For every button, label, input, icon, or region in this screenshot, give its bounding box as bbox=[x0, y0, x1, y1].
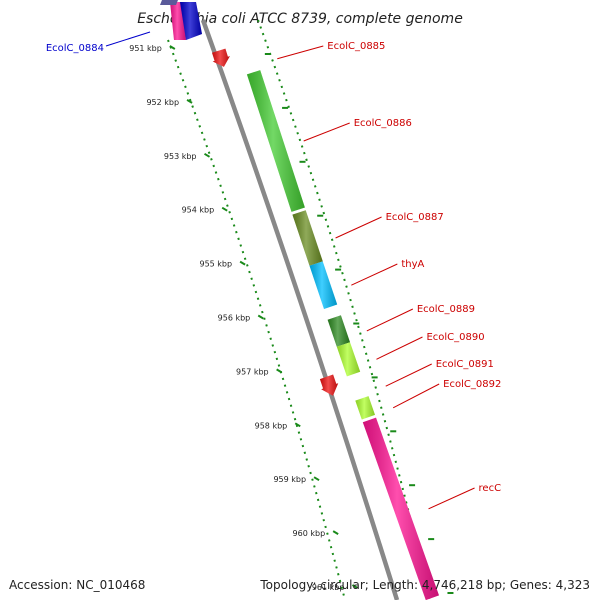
gene-label-thyA[interactable]: thyA bbox=[401, 259, 424, 270]
gene-EcolC_0889[interactable] bbox=[327, 315, 350, 347]
gene-label-EcolC_0889[interactable]: EcolC_0889 bbox=[417, 304, 475, 315]
gene-glyph-shade bbox=[292, 210, 323, 266]
tick-label: 955 kbp bbox=[199, 260, 232, 269]
tick-label: 954 kbp bbox=[182, 206, 215, 215]
tick-inner bbox=[204, 152, 211, 158]
genome-backbone bbox=[200, 19, 400, 600]
tick-inner bbox=[351, 584, 358, 589]
gene-glyphs bbox=[212, 48, 439, 600]
gene-EcolC_0884-glyph[interactable] bbox=[180, 2, 202, 40]
gene-glyph-shade bbox=[362, 417, 439, 600]
gene-label-EcolC_0891[interactable]: EcolC_0891 bbox=[436, 359, 494, 370]
leader-line bbox=[392, 383, 440, 409]
gene-fragment-top bbox=[160, 0, 178, 5]
tick-inner bbox=[276, 368, 283, 374]
tick-label: 953 kbp bbox=[164, 152, 197, 161]
tick-label: 958 kbp bbox=[255, 421, 288, 430]
tick-inner bbox=[332, 530, 339, 535]
gene-EcolC_0887[interactable] bbox=[292, 210, 323, 266]
leader-line bbox=[376, 336, 423, 360]
gene-label-EcolC_0890[interactable]: EcolC_0890 bbox=[426, 332, 484, 343]
gene-recC[interactable] bbox=[362, 417, 439, 600]
leader-line bbox=[335, 216, 382, 239]
tick-label: 960 kbp bbox=[293, 529, 326, 538]
tick-inner bbox=[257, 314, 264, 320]
leader-line bbox=[351, 263, 398, 286]
tick-label: 956 kbp bbox=[218, 314, 251, 323]
tick-label: 957 kbp bbox=[236, 367, 269, 376]
leader-line bbox=[428, 487, 475, 510]
gene-label-EcolC_0885[interactable]: EcolC_0885 bbox=[327, 41, 385, 52]
tick-inner bbox=[313, 476, 320, 482]
tick-inner bbox=[186, 99, 193, 104]
tick-inner bbox=[239, 260, 246, 266]
gene-glyph-shade bbox=[327, 315, 350, 347]
gene-EcolC_0890[interactable] bbox=[336, 342, 361, 377]
leader-line bbox=[366, 308, 414, 332]
gene-label-EcolC_0892[interactable]: EcolC_0892 bbox=[443, 379, 501, 390]
gene-glyph-shade bbox=[212, 48, 230, 67]
gene-label-EcolC_0884[interactable]: EcolC_0884 bbox=[46, 43, 104, 54]
tick-inner bbox=[221, 206, 228, 212]
tick-inner bbox=[294, 422, 301, 428]
gene-label-recC[interactable]: recC bbox=[479, 483, 502, 494]
gene-glyph-shade bbox=[336, 342, 361, 377]
leader-line bbox=[105, 31, 151, 47]
gene-EcolC_0886[interactable] bbox=[246, 70, 305, 212]
gene-EcolC_0892[interactable] bbox=[355, 396, 375, 420]
topology-text: Topology: circular; Length: 4,746,218 bp… bbox=[260, 578, 590, 592]
gene-glyph-shade bbox=[355, 396, 375, 420]
leader-line bbox=[277, 45, 324, 60]
gene-labels: EcolC_0884 EcolC_0885 EcolC_0886 EcolC_0887… bbox=[46, 31, 502, 510]
gene-glyph-shade bbox=[246, 70, 305, 212]
tick-label: 959 kbp bbox=[273, 475, 306, 484]
gene-label-EcolC_0886[interactable]: EcolC_0886 bbox=[354, 118, 412, 129]
ruler-inner bbox=[167, 39, 346, 600]
gene-EcolC_0891[interactable] bbox=[319, 374, 339, 396]
leader-line bbox=[385, 363, 432, 387]
tick-label: 952 kbp bbox=[146, 98, 179, 107]
leader-line bbox=[303, 122, 350, 142]
gene-EcolC_0885[interactable] bbox=[212, 48, 230, 67]
tick-label: 961 kbp bbox=[312, 583, 345, 592]
gene-glyph-shade bbox=[319, 374, 339, 396]
gene-label-EcolC_0887[interactable]: EcolC_0887 bbox=[386, 212, 444, 223]
tick-label: 951 kbp bbox=[129, 44, 162, 53]
gene-glyph-shade bbox=[309, 261, 338, 309]
accession-text: Accession: NC_010468 bbox=[9, 578, 146, 592]
gene-thyA[interactable] bbox=[309, 261, 338, 309]
tick-inner bbox=[169, 45, 176, 50]
ruler-ticks: 951 kbp 952 kbp 953 kbp 954 kbp 955 kbp 956 k… bbox=[129, 44, 454, 594]
map-title: Escherichia coli ATCC 8739, complete gen… bbox=[137, 11, 463, 27]
